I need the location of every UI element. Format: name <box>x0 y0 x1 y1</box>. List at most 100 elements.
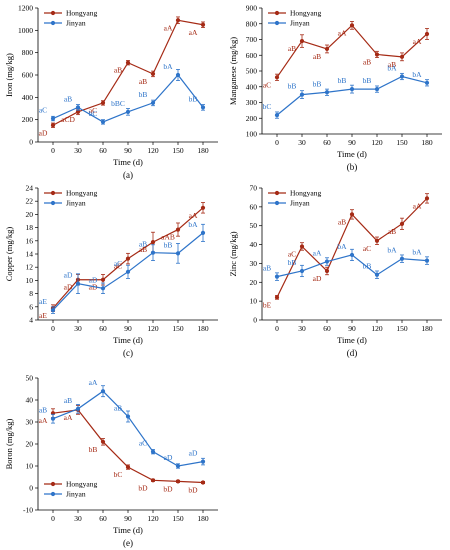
significance-label: aD <box>89 275 98 284</box>
data-point <box>75 281 81 286</box>
data-point <box>200 459 206 464</box>
y-tick-label: 0 <box>29 138 33 147</box>
significance-label: aA <box>164 23 173 32</box>
significance-label: bB <box>189 94 198 103</box>
legend-label: Jinyan <box>66 19 86 28</box>
y-axis-title: Zinc (mg/kg) <box>228 231 238 276</box>
chart-panel: 100 200 300 400 500 600 700 800 900 0 30 60 90 120 150… <box>228 4 442 172</box>
y-tick-label: 20 <box>250 278 258 287</box>
data-point <box>50 116 56 121</box>
y-axis-title: Iron (mg/kg) <box>4 53 14 97</box>
significance-label: bC <box>114 470 123 479</box>
significance-label: aD <box>64 271 73 280</box>
significance-label: aA <box>413 201 422 210</box>
chart-panel: 0 200 400 600 800 1000 1200 0 30 60 90 120 150 180 Tim… <box>4 4 218 180</box>
data-point <box>50 123 56 128</box>
significance-label: aC <box>114 262 122 271</box>
y-tick-label: 200 <box>246 114 258 123</box>
y-tick-label: 600 <box>246 51 258 60</box>
data-point <box>274 274 280 279</box>
data-point <box>100 439 106 444</box>
y-tick-label: 20 <box>26 210 34 219</box>
x-tick-label: 60 <box>99 514 107 523</box>
significance-label: aA <box>189 28 198 37</box>
data-point <box>200 105 206 110</box>
significance-label: aA <box>39 416 48 425</box>
significance-label: bB <box>89 445 98 454</box>
significance-label: bD <box>163 484 173 493</box>
legend-label: Jinyan <box>290 19 310 28</box>
data-point <box>399 74 405 79</box>
y-tick-label: 300 <box>246 98 258 107</box>
significance-label: aC <box>114 259 122 268</box>
significance-label: bD <box>188 486 198 495</box>
data-point <box>299 244 305 249</box>
x-tick-label: 30 <box>74 514 82 523</box>
legend-label: Jinyan <box>66 490 86 499</box>
significance-label: aC <box>263 80 271 89</box>
y-tick-label: 30 <box>26 418 34 427</box>
significance-label: aA <box>89 378 98 387</box>
chart-panel: 4 6 8 10 12 14 16 18 20 22 24 0 30 60 90 120 150 180 Time … <box>4 184 218 358</box>
x-tick-label: 150 <box>172 146 184 155</box>
y-axis-title: Boron (mg/kg) <box>4 418 14 469</box>
data-point <box>349 23 355 28</box>
chart-panel: -10 0 10 20 30 40 50 0 30 60 90 120 150 180 Time (d) Bo… <box>4 374 218 548</box>
y-tick-label: 800 <box>246 19 258 28</box>
x-axis-title: Time (d) <box>337 149 367 159</box>
significance-label: aA <box>189 211 198 220</box>
legend-swatch-marker <box>274 200 280 206</box>
x-axis-title: Time (d) <box>113 335 143 345</box>
data-point <box>125 269 131 274</box>
data-point <box>349 87 355 92</box>
data-point <box>424 196 430 201</box>
data-point <box>75 105 81 110</box>
legend-swatch-marker <box>50 200 56 206</box>
data-point <box>125 109 131 114</box>
x-tick-label: 0 <box>275 324 279 333</box>
data-point <box>125 256 131 261</box>
y-tick-label: 200 <box>22 115 34 124</box>
legend-swatch-marker <box>274 190 280 196</box>
x-tick-label: 120 <box>147 514 159 523</box>
y-tick-label: 10 <box>250 297 258 306</box>
legend-label: Hongyang <box>290 189 321 198</box>
x-axis-title: Time (d) <box>113 525 143 535</box>
x-tick-label: 150 <box>172 514 184 523</box>
significance-label: bB <box>288 82 297 91</box>
significance-label: aC <box>288 249 296 258</box>
x-tick-label: 0 <box>275 138 279 147</box>
y-tick-label: 400 <box>246 82 258 91</box>
data-point <box>125 465 131 470</box>
y-tick-label: 500 <box>246 67 258 76</box>
x-tick-label: 0 <box>51 514 55 523</box>
significance-label: aD <box>313 274 322 283</box>
data-point <box>125 60 131 65</box>
legend-swatch-marker <box>50 491 56 497</box>
x-tick-label: 90 <box>124 324 132 333</box>
y-tick-label: 14 <box>26 250 34 259</box>
significance-label: aA <box>313 249 322 258</box>
series-line-jinyan <box>276 75 428 116</box>
x-tick-label: 30 <box>74 146 82 155</box>
data-point <box>374 238 380 243</box>
legend-label: Jinyan <box>290 199 310 208</box>
x-tick-label: 90 <box>124 514 132 523</box>
data-point <box>349 212 355 217</box>
y-tick-label: 8 <box>29 289 33 298</box>
y-tick-label: 18 <box>26 223 34 232</box>
data-point <box>175 463 181 469</box>
x-tick-label: 180 <box>197 514 209 523</box>
data-point <box>324 90 330 95</box>
data-point <box>200 22 206 27</box>
y-tick-label: 0 <box>29 484 33 493</box>
significance-label: bC <box>89 109 98 118</box>
x-tick-label: 30 <box>74 324 82 333</box>
data-point <box>150 449 156 454</box>
data-point <box>100 119 106 124</box>
significance-label: bB <box>338 76 347 85</box>
data-point <box>100 286 106 291</box>
legend-label: Hongyang <box>66 189 97 198</box>
x-tick-label: 150 <box>396 138 408 147</box>
significance-label: bA <box>412 70 422 79</box>
